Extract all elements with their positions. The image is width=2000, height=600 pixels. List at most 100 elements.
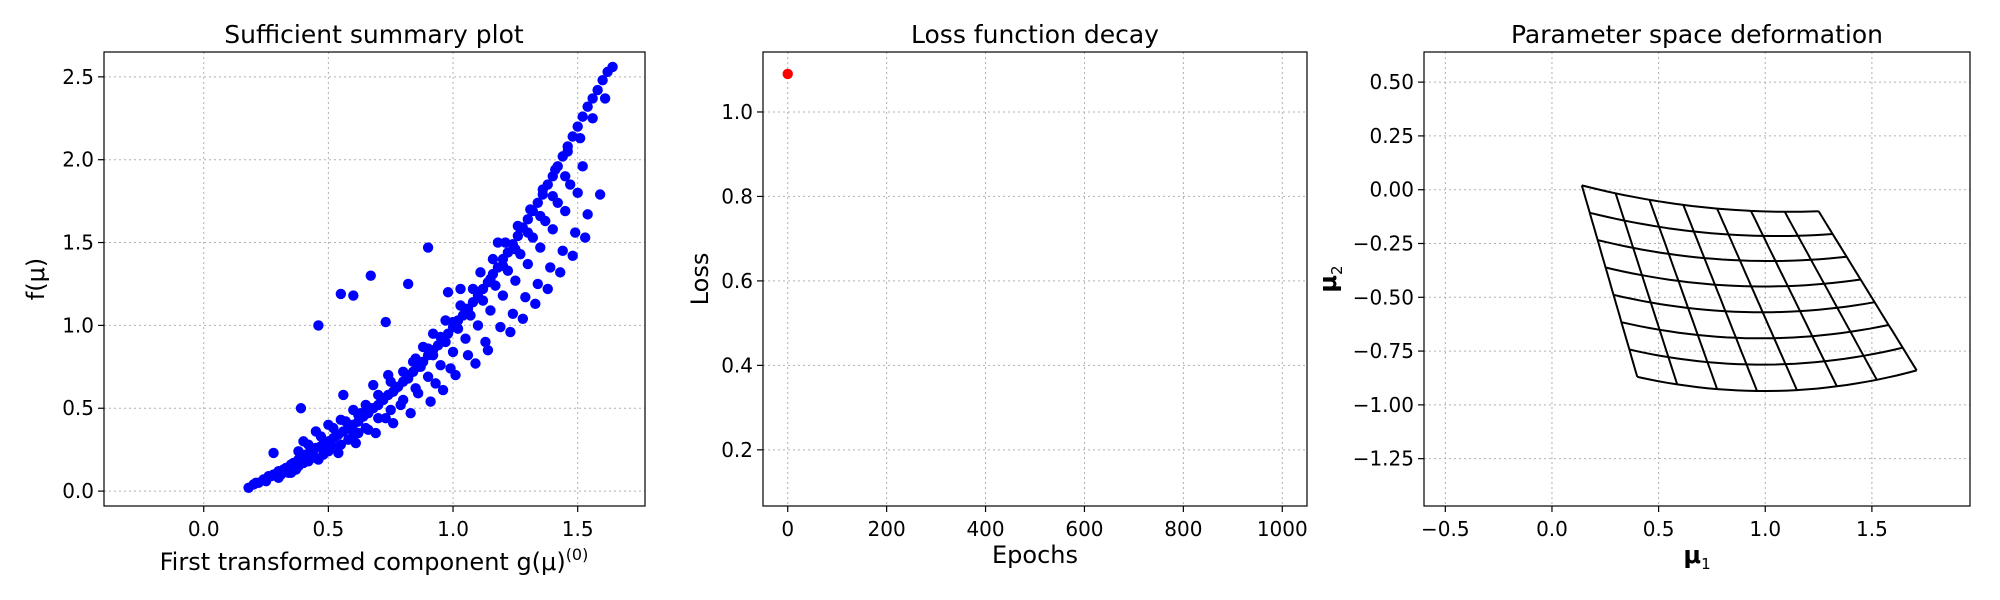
data-point — [368, 379, 379, 391]
mesh-row-line — [1581, 184, 1819, 213]
data-point — [383, 369, 394, 381]
data-point — [263, 470, 274, 482]
data-point — [492, 237, 504, 248]
data-point — [522, 258, 534, 270]
chart3-deformed-mesh — [1580, 184, 1918, 392]
y-tick-label: 0.4 — [721, 353, 753, 377]
x-tick-label: 600 — [1065, 517, 1103, 541]
data-point — [360, 399, 371, 411]
x-tick-label: 0 — [781, 517, 794, 541]
data-point — [555, 267, 566, 278]
mesh-row-line — [1597, 239, 1847, 262]
y-tick-label: 0.25 — [1369, 124, 1414, 148]
data-point — [385, 404, 396, 416]
data-point — [325, 441, 337, 452]
data-point — [547, 224, 558, 235]
chart1-ylabel: f(μ) — [22, 258, 50, 300]
data-point — [348, 290, 359, 301]
chart1-title: Sufficient summary plot — [224, 20, 524, 49]
data-point — [592, 84, 603, 96]
mesh-column-line — [1817, 210, 1918, 371]
data-point — [607, 61, 618, 73]
mesh-column-line — [1750, 210, 1838, 387]
data-point — [395, 399, 406, 411]
chart1-ticks: 0.0 0.5 1.0 1.5 0.0 0.5 1.0 1.5 2.0 2.5 — [62, 65, 593, 541]
data-point — [405, 408, 416, 419]
mesh-row-line — [1613, 293, 1875, 314]
data-point — [435, 359, 446, 371]
data-point — [500, 237, 511, 248]
data-point — [582, 209, 593, 220]
data-point — [572, 187, 583, 199]
x-tick-label: 0.0 — [188, 517, 220, 541]
chart3-ylabel-text: μ — [1314, 275, 1342, 293]
data-point — [512, 230, 524, 242]
mesh-row-line — [1605, 266, 1861, 288]
y-tick-label: 0.00 — [1369, 178, 1414, 202]
data-point — [447, 346, 459, 358]
mesh-column-line — [1682, 204, 1758, 392]
mesh-column-line — [1783, 211, 1878, 381]
data-point — [275, 469, 287, 480]
data-point — [497, 290, 509, 301]
data-point — [298, 436, 309, 447]
chart2-ylabel: Loss — [686, 253, 714, 306]
y-tick-label: 1.5 — [62, 231, 94, 255]
x-tick-label: 200 — [868, 517, 906, 541]
data-point — [537, 184, 548, 195]
x-tick-label: 1.0 — [437, 517, 469, 541]
data-point — [373, 389, 384, 401]
data-point — [565, 179, 576, 190]
mesh-row-line — [1589, 211, 1833, 237]
data-point — [370, 427, 381, 439]
data-point — [350, 437, 362, 449]
chart3-xlabel-subscript: 1 — [1701, 555, 1711, 573]
data-point — [507, 308, 519, 319]
data-point — [545, 262, 556, 273]
chart3-gridlines — [1424, 52, 1970, 506]
x-tick-label: −0.5 — [1421, 517, 1470, 541]
data-point — [557, 245, 568, 257]
data-point — [338, 389, 349, 401]
data-point — [407, 356, 419, 368]
data-point — [380, 316, 391, 328]
y-tick-label: 1.0 — [62, 313, 94, 337]
y-tick-label: 0.6 — [721, 269, 753, 293]
data-point — [599, 93, 611, 104]
data-point — [517, 313, 529, 324]
chart3-title: Parameter space deformation — [1511, 20, 1883, 49]
y-tick-label: 2.0 — [62, 148, 94, 172]
data-point — [293, 446, 304, 457]
chart2-gridlines — [763, 52, 1307, 506]
x-tick-label: 400 — [966, 517, 1004, 541]
data-point — [387, 417, 399, 429]
chart2-plot-area — [762, 51, 1308, 507]
data-point — [522, 227, 534, 238]
data-point — [455, 283, 466, 295]
data-point — [567, 250, 578, 262]
data-point — [335, 414, 347, 426]
data-point — [525, 204, 536, 215]
x-tick-label: 1000 — [1257, 517, 1308, 541]
data-point — [569, 227, 581, 238]
data-point — [335, 288, 347, 300]
data-point — [467, 283, 479, 295]
data-point — [520, 292, 531, 303]
chart3-plot-area — [1423, 51, 1971, 507]
data-point — [430, 378, 441, 389]
chart3-ticks: −0.5 0.0 0.5 1.0 1.5 −1.25 −1.00 −0.75 −0.50 −0.2… — [1353, 70, 1888, 541]
mesh-row-line — [1621, 321, 1889, 340]
chart-parameter-deformation: Parameter space deformation −0.5 0.0 0.5 1.… — [1314, 20, 1971, 573]
y-tick-label: 0.0 — [62, 479, 94, 503]
chart3-ylabel: μ2 — [1314, 265, 1346, 292]
data-point — [485, 273, 496, 285]
data-point — [477, 295, 489, 306]
chart2-ticks: 0 200 400 600 800 1000 0.2 0.4 0.6 0.8 1.0 — [721, 100, 1308, 541]
data-point — [412, 388, 424, 399]
chart3-xlabel-text: μ — [1683, 541, 1701, 569]
data-point — [562, 146, 573, 157]
data-point — [577, 111, 588, 122]
data-point — [268, 447, 279, 459]
data-point — [417, 341, 429, 353]
data-point — [597, 74, 608, 86]
